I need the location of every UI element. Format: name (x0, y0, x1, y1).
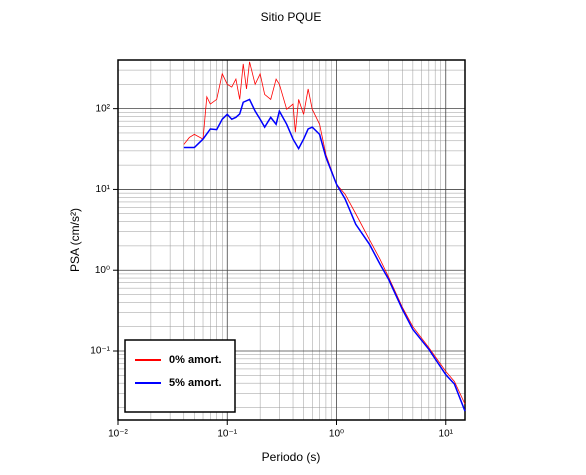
plot-frame (117, 59, 466, 421)
legend-label: 5% amort. (169, 377, 222, 389)
line-series (183, 98, 466, 412)
x-axis-label: Periodo (s) (262, 450, 321, 464)
x-tick-label: 10⁻¹ (217, 429, 237, 440)
x-tick-label: 10¹ (439, 429, 454, 440)
line-series (183, 61, 466, 405)
y-tick-label: 10¹ (96, 184, 111, 195)
y-tick-label: 10⁰ (95, 265, 110, 276)
y-axis-label: PSA (cm/s²) (68, 208, 82, 272)
chart-title: Sitio PQUE (261, 10, 322, 24)
legend-box (124, 339, 236, 413)
x-tick-label: 10⁻² (108, 429, 128, 440)
x-tick-label: 10⁰ (329, 429, 344, 440)
legend-label: 0% amort. (169, 354, 222, 366)
y-tick-label: 10² (96, 103, 111, 114)
y-tick-label: 10⁻¹ (90, 346, 110, 357)
